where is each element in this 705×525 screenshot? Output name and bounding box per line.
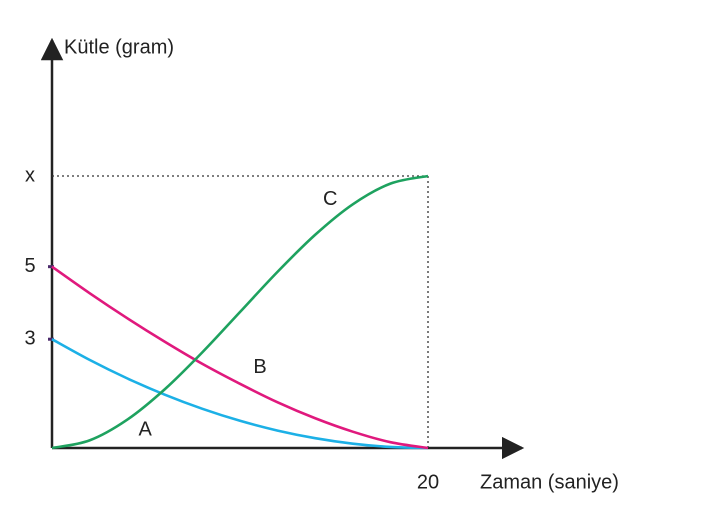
line-series: [51, 338, 429, 450]
series-label: B: [253, 356, 266, 378]
x-axis-label: Zaman (saniye): [480, 471, 619, 493]
y-tick-label: x: [25, 164, 35, 186]
line-series: [51, 265, 429, 450]
y-tick-label: 3: [24, 327, 35, 349]
series-label: A: [139, 419, 153, 441]
line-series: [51, 174, 429, 450]
series-label: C: [323, 188, 337, 210]
y-axis-label: Kütle (gram): [64, 36, 174, 58]
x-tick-label: 20: [417, 471, 439, 493]
y-tick-label: 5: [24, 255, 35, 277]
